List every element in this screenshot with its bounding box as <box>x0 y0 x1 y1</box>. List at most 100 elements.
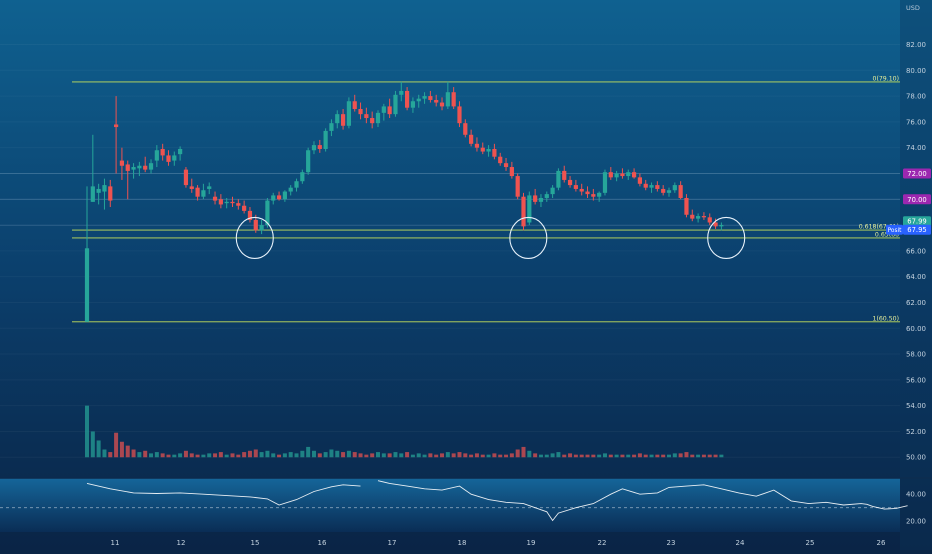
volume-bar <box>521 446 526 458</box>
volume-bar <box>550 453 555 458</box>
candle-body <box>259 225 264 231</box>
candle-body <box>236 203 241 206</box>
price-badge-label: 72.00 <box>907 170 926 178</box>
candle-body <box>90 186 95 202</box>
candle-body <box>719 225 724 227</box>
volume-bar <box>288 452 293 458</box>
candle-body <box>527 195 532 223</box>
volume-bar <box>667 454 671 458</box>
volume-bar <box>125 445 130 458</box>
volume-bar <box>690 454 695 458</box>
candle-body <box>509 167 514 177</box>
candle-body <box>323 130 328 149</box>
volume-bar <box>329 449 334 458</box>
volume-bar <box>678 453 683 458</box>
volume-bar <box>119 441 124 458</box>
volume-bar <box>620 454 625 458</box>
volume-bar <box>661 454 666 458</box>
volume-bar <box>451 453 456 458</box>
time-tick-label: 26 <box>877 539 886 547</box>
volume-bar <box>719 454 724 458</box>
price-badge <box>903 216 931 227</box>
candle-body <box>178 148 183 155</box>
volume-bar <box>597 454 602 458</box>
volume-bar <box>579 454 584 458</box>
volume-bar <box>696 454 701 458</box>
volume-bar <box>282 453 287 458</box>
price-badge <box>903 224 931 235</box>
candle-body <box>114 124 119 128</box>
candle-body <box>649 185 654 188</box>
volume-bar <box>207 453 212 458</box>
volume-bar <box>527 450 532 458</box>
price-tick-label: 56.00 <box>906 376 926 384</box>
price-tick-label: 60.00 <box>906 325 926 333</box>
candle-body <box>340 114 346 126</box>
volume-bar <box>655 454 660 458</box>
volume-bar <box>474 453 479 458</box>
price-tick-label: 54.00 <box>906 402 926 410</box>
volume-bar <box>201 454 206 458</box>
candle-body <box>329 123 334 131</box>
candle-body <box>143 165 148 170</box>
volume-bar <box>707 454 712 458</box>
candle-body <box>707 217 712 223</box>
volume-bar <box>102 449 107 458</box>
candle-body <box>498 156 503 164</box>
time-tick-label: 24 <box>736 539 745 547</box>
volume-bar <box>428 453 433 458</box>
volume-bar <box>370 453 375 458</box>
candle-body <box>480 147 485 152</box>
volume-bar <box>509 453 514 458</box>
candle-body <box>602 172 608 193</box>
price-tick-label: 58.00 <box>906 351 926 359</box>
annotation-circle <box>235 216 274 260</box>
candle-body <box>364 114 369 119</box>
volume-bar <box>626 454 631 458</box>
volume-bar <box>440 453 445 458</box>
volume-bar <box>294 453 299 458</box>
volume-bar <box>247 450 252 458</box>
volume-bar <box>416 453 421 458</box>
candle-body <box>265 200 270 226</box>
candle-body <box>672 185 677 191</box>
price-tick-label: 74.00 <box>906 144 926 152</box>
volume-layer <box>85 405 724 458</box>
candle-body <box>678 185 683 198</box>
volume-bar <box>108 452 113 458</box>
candle-body <box>701 216 707 218</box>
volume-bar <box>701 454 706 458</box>
candle-body <box>690 214 695 219</box>
volume-bar <box>259 452 264 458</box>
price-badge-label: 67.95 <box>907 226 926 234</box>
candle-body <box>381 106 386 113</box>
annotation-layer <box>235 216 746 260</box>
price-badge <box>903 168 931 179</box>
candle-body <box>422 96 427 99</box>
volume-bar <box>457 452 462 458</box>
candle-body <box>137 165 142 169</box>
candle-body <box>562 170 567 180</box>
candle-body <box>439 102 445 107</box>
candle-layer <box>84 81 724 322</box>
time-tick-label: 15 <box>251 539 260 547</box>
price-tick-label: 78.00 <box>906 93 926 101</box>
candle-body <box>294 181 299 188</box>
annotation-circle <box>707 216 746 260</box>
volume-bar <box>445 452 450 458</box>
time-tick-label: 23 <box>667 539 676 547</box>
candle-body <box>556 170 561 188</box>
volume-bar <box>358 453 363 458</box>
candle-body <box>567 179 573 186</box>
volume-bar <box>434 454 439 458</box>
candle-body <box>370 118 375 124</box>
volume-bar <box>90 431 95 458</box>
volume-bar <box>643 454 648 458</box>
volume-bar <box>178 453 183 458</box>
candle-body <box>631 172 637 178</box>
rsi-tick-label: 40.00 <box>906 491 926 499</box>
candle-body <box>416 98 421 102</box>
candle-body <box>189 186 194 189</box>
